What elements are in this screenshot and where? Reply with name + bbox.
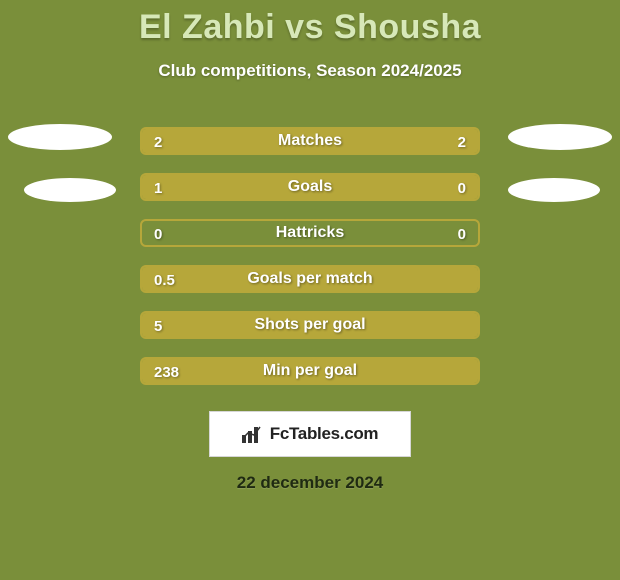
stat-value-left: 0 bbox=[154, 221, 162, 247]
stats-container: 22Matches10Goals00Hattricks0.5Goals per … bbox=[0, 119, 620, 395]
stat-bar-track: 00 bbox=[140, 219, 480, 247]
stat-bar-track: 10 bbox=[140, 173, 480, 201]
subtitle: Club competitions, Season 2024/2025 bbox=[0, 61, 620, 81]
stat-row: 10Goals bbox=[0, 165, 620, 211]
stat-value-left: 238 bbox=[154, 359, 179, 385]
stat-bar-right bbox=[310, 129, 478, 153]
stat-bar-track: 22 bbox=[140, 127, 480, 155]
stat-value-right: 0 bbox=[458, 221, 466, 247]
stat-row: 22Matches bbox=[0, 119, 620, 165]
stat-value-left: 1 bbox=[154, 175, 162, 201]
stat-bar-left bbox=[142, 359, 478, 383]
stat-value-left: 5 bbox=[154, 313, 162, 339]
stat-row: 0.5Goals per match bbox=[0, 257, 620, 303]
stat-value-right: 2 bbox=[458, 129, 466, 155]
stat-bar-right bbox=[404, 175, 478, 199]
stat-value-right: 0 bbox=[458, 175, 466, 201]
stat-row: 5Shots per goal bbox=[0, 303, 620, 349]
comparison-card: El Zahbi vs Shousha Club competitions, S… bbox=[0, 0, 620, 580]
chart-icon bbox=[242, 425, 264, 443]
stat-bar-left bbox=[142, 313, 478, 337]
logo-text: FcTables.com bbox=[270, 424, 379, 444]
stat-bar-track: 238 bbox=[140, 357, 480, 385]
stat-bar-left bbox=[142, 267, 478, 291]
date-line: 22 december 2024 bbox=[0, 473, 620, 493]
stat-bar-left bbox=[142, 129, 310, 153]
stat-value-left: 2 bbox=[154, 129, 162, 155]
stat-row: 238Min per goal bbox=[0, 349, 620, 395]
fctables-logo[interactable]: FcTables.com bbox=[209, 411, 411, 457]
stat-bar-track: 5 bbox=[140, 311, 480, 339]
stat-row: 00Hattricks bbox=[0, 211, 620, 257]
stat-bar-left bbox=[142, 175, 404, 199]
stat-value-left: 0.5 bbox=[154, 267, 175, 293]
page-title: El Zahbi vs Shousha bbox=[0, 8, 620, 47]
stat-bar-track: 0.5 bbox=[140, 265, 480, 293]
